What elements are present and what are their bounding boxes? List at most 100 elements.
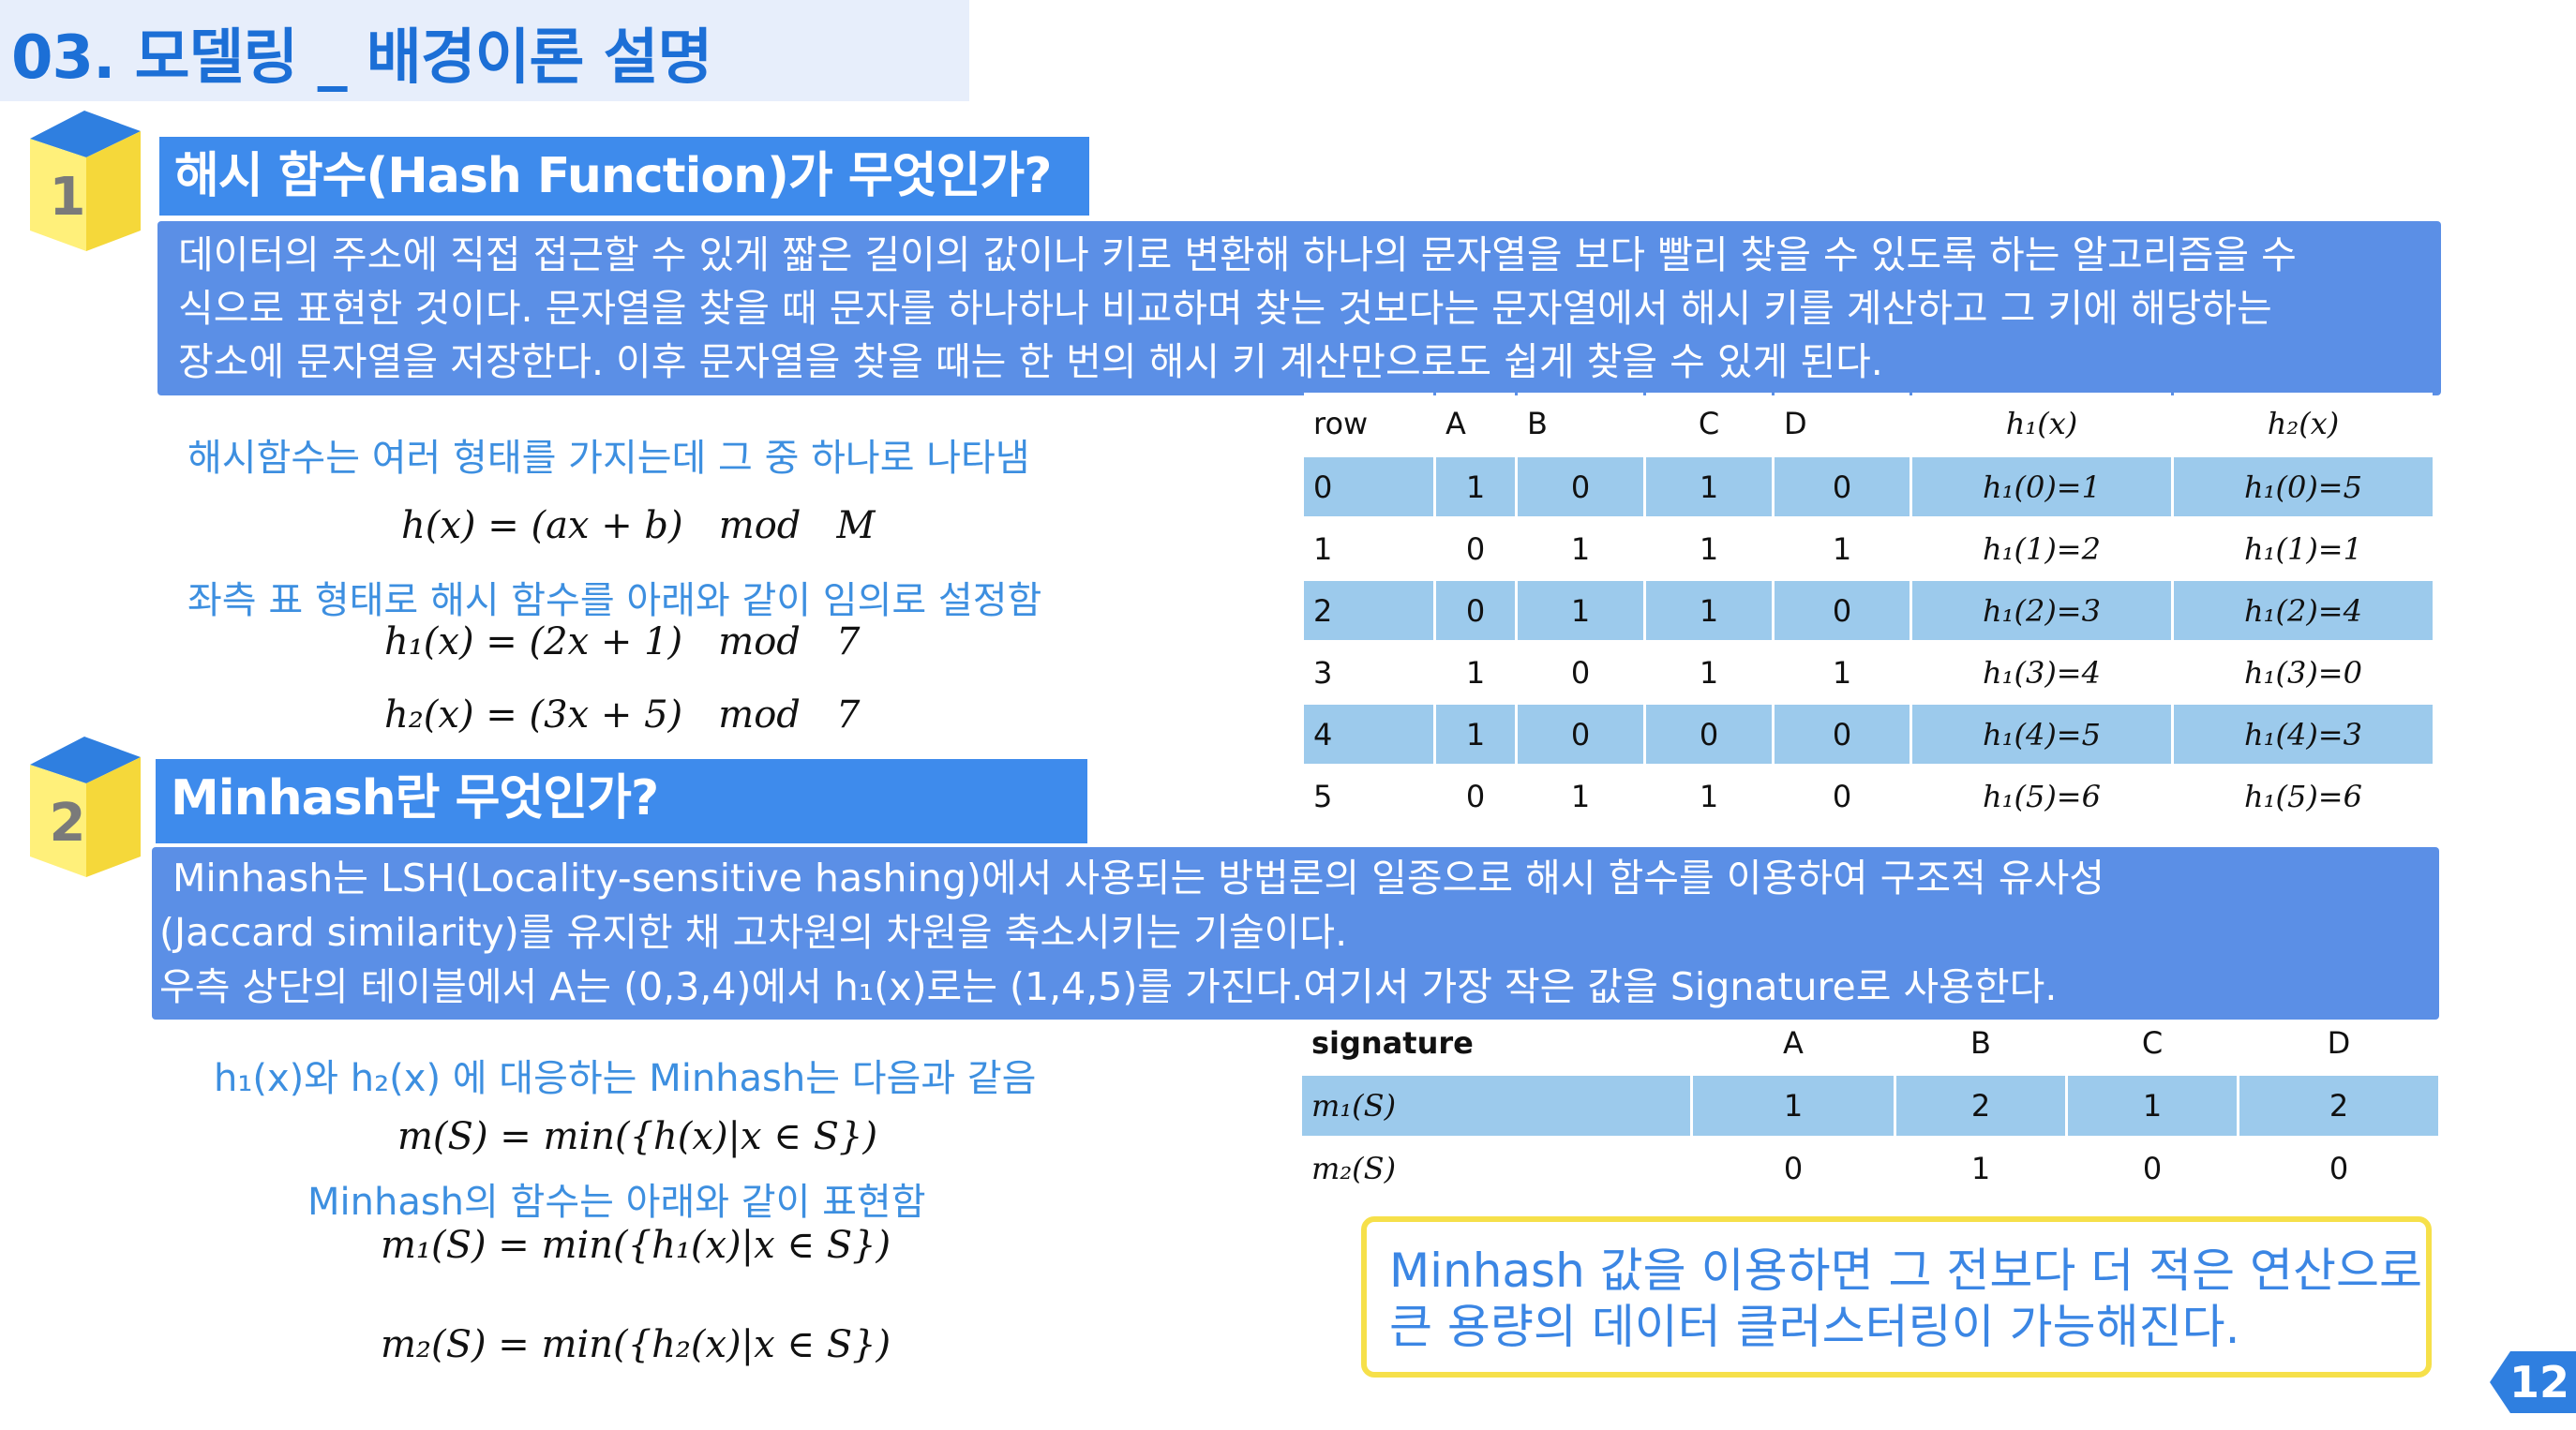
title-band xyxy=(0,0,969,101)
table-row: m₂(S) 0 1 0 0 xyxy=(1302,1139,2438,1199)
table-cell: 0 xyxy=(1436,581,1515,640)
header-cell: h₂(x) xyxy=(2174,393,2433,454)
table-cell: 1 xyxy=(1832,654,1852,691)
table-cell: h₁(0)=1 xyxy=(1912,457,2171,516)
table-row: 3 1 0 1 1 h₁(3)=4 h₁(3)=0 xyxy=(1304,643,2433,702)
page-number: 12 xyxy=(2509,1357,2569,1408)
table-cell: h₁(1)=1 xyxy=(2244,530,2362,567)
signature-header-row: signature A B C D xyxy=(1302,1013,2438,1073)
table-cell: h₁(3)=4 xyxy=(1983,654,2101,691)
table-cell: m₁(S) xyxy=(1302,1076,1690,1136)
table-row: 4 1 0 0 0 h₁(4)=5 h₁(4)=3 xyxy=(1304,705,2433,764)
section-2-description-line: Minhash는 LSH(Locality-sensitive hashing)… xyxy=(172,856,2105,901)
table-cell: 1 xyxy=(1436,705,1515,764)
header-cell: h₁(x) xyxy=(1912,393,2171,454)
table-cell: 1 xyxy=(1832,530,1852,567)
table-cell: 1 xyxy=(1570,530,1591,567)
minhash-label-1: h₁(x)와 h₂(x) 에 대응하는 Minhash는 다음과 같음 xyxy=(214,1057,1037,1100)
table-cell: h₁(5)=6 xyxy=(2244,778,2362,814)
table-cell: 2 xyxy=(2239,1076,2438,1136)
section-2-description-line: (Jaccard similarity)를 유지한 채 고차원의 차원을 축소시… xyxy=(159,910,1348,955)
table-cell: 0 xyxy=(1518,705,1643,764)
header-cell: A xyxy=(1783,1025,1804,1061)
table-cell: h₁(2)=4 xyxy=(2174,581,2433,640)
page-title: 03. 모델링 _ 배경이론 설명 xyxy=(11,23,712,93)
header-cell: C xyxy=(2141,1025,2164,1061)
page-number-badge: 12 xyxy=(2490,1338,2576,1426)
formula-m: m(S) = min({h(x)|x ∈ S}) xyxy=(397,1115,878,1158)
table-cell: 1 xyxy=(1699,778,1719,814)
table-row: 2 0 1 1 0 h₁(2)=3 h₁(2)=4 xyxy=(1304,581,2433,640)
table-cell: 2 xyxy=(1304,581,1433,640)
table-cell: 2 xyxy=(1896,1076,2065,1136)
table-cell: h₁(4)=5 xyxy=(1912,705,2171,764)
table-cell: 0 xyxy=(1775,705,1910,764)
note-line: Minhash 값을 이용하면 그 전보다 더 적은 연산으로 xyxy=(1389,1244,2423,1298)
hash-label-1: 해시함수는 여러 형태를 가지는데 그 중 하나로 나타냄 xyxy=(187,437,1030,480)
table-cell: 1 xyxy=(1570,778,1591,814)
table-cell: 3 xyxy=(1313,654,1333,691)
note-line: 큰 용량의 데이터 클러스터링이 가능해진다. xyxy=(1389,1300,2240,1354)
header-cell: B xyxy=(1518,393,1643,454)
section-1-number: 1 xyxy=(49,167,86,228)
header-cell: signature xyxy=(1311,1025,1474,1061)
section-1-description-line: 장소에 문자열을 저장한다. 이후 문자열을 찾을 때는 한 번의 해시 키 계… xyxy=(178,339,1883,384)
table-cell: 0 xyxy=(1832,778,1852,814)
table-cell: 4 xyxy=(1304,705,1433,764)
section-2-description-line: 우측 상단의 테이블에서 A는 (0,3,4)에서 h₁(x)로는 (1,4,5… xyxy=(159,964,2058,1009)
formula-m2: m₂(S) = min({h₂(x)|x ∈ S}) xyxy=(381,1323,891,1366)
section-1-description: 데이터의 주소에 직접 접근할 수 있게 짧은 길이의 값이나 키로 변환해 하… xyxy=(157,221,2441,395)
table-cell: 5 xyxy=(1313,778,1333,814)
formula-general-hash: h(x) = (ax + b) mod M xyxy=(401,504,876,547)
header-cell: row xyxy=(1304,393,1433,454)
section-1-description-line: 식으로 표현한 것이다. 문자열을 찾을 때 문자를 하나하나 비교하며 찾는 … xyxy=(178,286,2272,331)
table-cell: 1 xyxy=(1693,1076,1894,1136)
table-cell: 1 xyxy=(1970,1151,1991,1186)
table-cell: 0 xyxy=(1783,1151,1804,1186)
formula-h2: h₂(x) = (3x + 5) mod 7 xyxy=(384,693,861,737)
table-row: 5 0 1 1 0 h₁(5)=6 h₁(5)=6 xyxy=(1304,767,2433,826)
table-cell: h₁(5)=6 xyxy=(1983,778,2101,814)
note-box: Minhash 값을 이용하면 그 전보다 더 적은 연산으로 큰 용량의 데이… xyxy=(1361,1216,2432,1378)
table-cell: 1 xyxy=(1646,457,1772,516)
hash-table-wrapper: row A B C D h₁(x) h₂(x) 0 1 0 1 0 h₁(0)=… xyxy=(1301,390,2435,828)
table-cell: 1 xyxy=(1699,654,1719,691)
cube-icon-section-2: 2 xyxy=(30,737,141,877)
table-cell: 0 xyxy=(1465,778,1486,814)
section-2-number: 2 xyxy=(49,793,86,854)
table-cell: 1 xyxy=(1646,581,1772,640)
table-cell: 1 xyxy=(1518,581,1643,640)
table-row: 0 1 0 1 0 h₁(0)=1 h₁(0)=5 xyxy=(1304,457,2433,516)
table-cell: 1 xyxy=(1313,530,1333,567)
section-2-description: Minhash는 LSH(Locality-sensitive hashing)… xyxy=(152,847,2439,1020)
table-cell: h₁(3)=0 xyxy=(2244,654,2362,691)
table-cell: 1 xyxy=(1465,654,1486,691)
formula-m1: m₁(S) = min({h₁(x)|x ∈ S}) xyxy=(381,1224,891,1267)
table-cell: 0 xyxy=(1775,581,1910,640)
table-row: 1 0 1 1 1 h₁(1)=2 h₁(1)=1 xyxy=(1304,519,2433,578)
hash-label-2: 좌측 표 형태로 해시 함수를 아래와 같이 임의로 설정함 xyxy=(187,579,1042,622)
table-cell: 0 xyxy=(1304,457,1433,516)
header-cell: D xyxy=(1775,393,1910,454)
hash-table-header-row: row A B C D h₁(x) h₂(x) xyxy=(1304,393,2433,454)
section-2-heading: Minhash란 무엇인가? xyxy=(156,759,1087,843)
table-cell: 0 xyxy=(2142,1151,2163,1186)
header-cell: A xyxy=(1436,393,1515,454)
formula-h1: h₁(x) = (2x + 1) mod 7 xyxy=(384,620,861,663)
cube-icon-section-1: 1 xyxy=(30,111,141,251)
header-cell: B xyxy=(1970,1025,1991,1061)
table-cell: 0 xyxy=(1518,457,1643,516)
hash-table: row A B C D h₁(x) h₂(x) 0 1 0 1 0 h₁(0)=… xyxy=(1301,390,2435,828)
table-cell: h₁(4)=3 xyxy=(2174,705,2433,764)
table-cell: h₁(0)=5 xyxy=(2174,457,2433,516)
table-cell: h₁(2)=3 xyxy=(1912,581,2171,640)
table-cell: h₁(1)=2 xyxy=(1983,530,2101,567)
table-row: m₁(S) 1 2 1 2 xyxy=(1302,1076,2438,1136)
header-cell: D xyxy=(2327,1025,2351,1061)
table-cell: 1 xyxy=(1699,530,1719,567)
table-cell: 0 xyxy=(2329,1151,2349,1186)
table-cell: 0 xyxy=(1646,705,1772,764)
signature-table-wrapper: signature A B C D m₁(S) 1 2 1 2 m₂(S) 0 … xyxy=(1299,1010,2441,1201)
table-cell: 0 xyxy=(1570,654,1591,691)
table-cell: m₂(S) xyxy=(1311,1151,1397,1186)
